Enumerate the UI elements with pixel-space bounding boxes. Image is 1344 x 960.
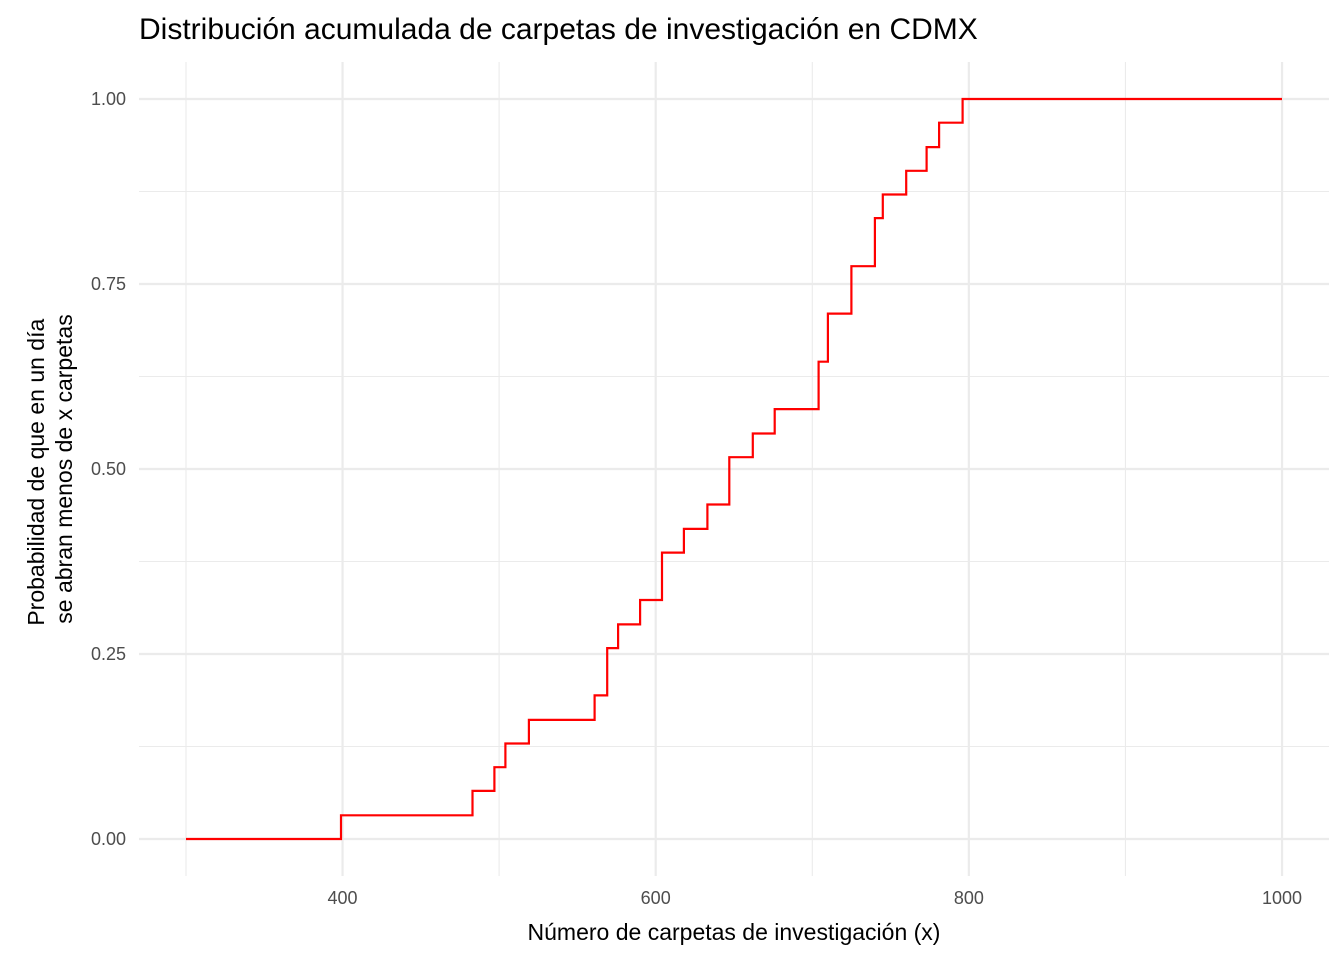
y-axis-title-line-1: Probabilidad de que en un día: [23, 319, 49, 626]
y-tick-label: 1.00: [91, 89, 126, 109]
y-tick-label: 0.25: [91, 644, 126, 664]
x-tick-label: 1000: [1262, 888, 1302, 908]
ecdf-step-line: [186, 97, 1282, 841]
x-axis-ticks: 400 600 800 1000: [328, 888, 1303, 908]
y-axis-ticks: 0.00 0.25 0.50 0.75 1.00: [91, 89, 126, 849]
x-tick-label: 600: [641, 888, 671, 908]
chart-title: Distribución acumulada de carpetas de in…: [139, 13, 978, 46]
y-tick-label: 0.50: [91, 459, 126, 479]
x-tick-label: 800: [954, 888, 984, 908]
y-tick-label: 0.75: [91, 274, 126, 294]
grid-lines: [139, 62, 1329, 876]
x-tick-label: 400: [328, 888, 358, 908]
plot-area: [186, 97, 1282, 841]
y-tick-label: 0.00: [91, 829, 126, 849]
y-axis-title: Probabilidad de que en un día se abran m…: [23, 312, 77, 625]
y-axis-title-line-2: se abran menos de x carpetas: [51, 314, 77, 623]
x-axis-title: Número de carpetas de investigación (x): [528, 919, 941, 945]
